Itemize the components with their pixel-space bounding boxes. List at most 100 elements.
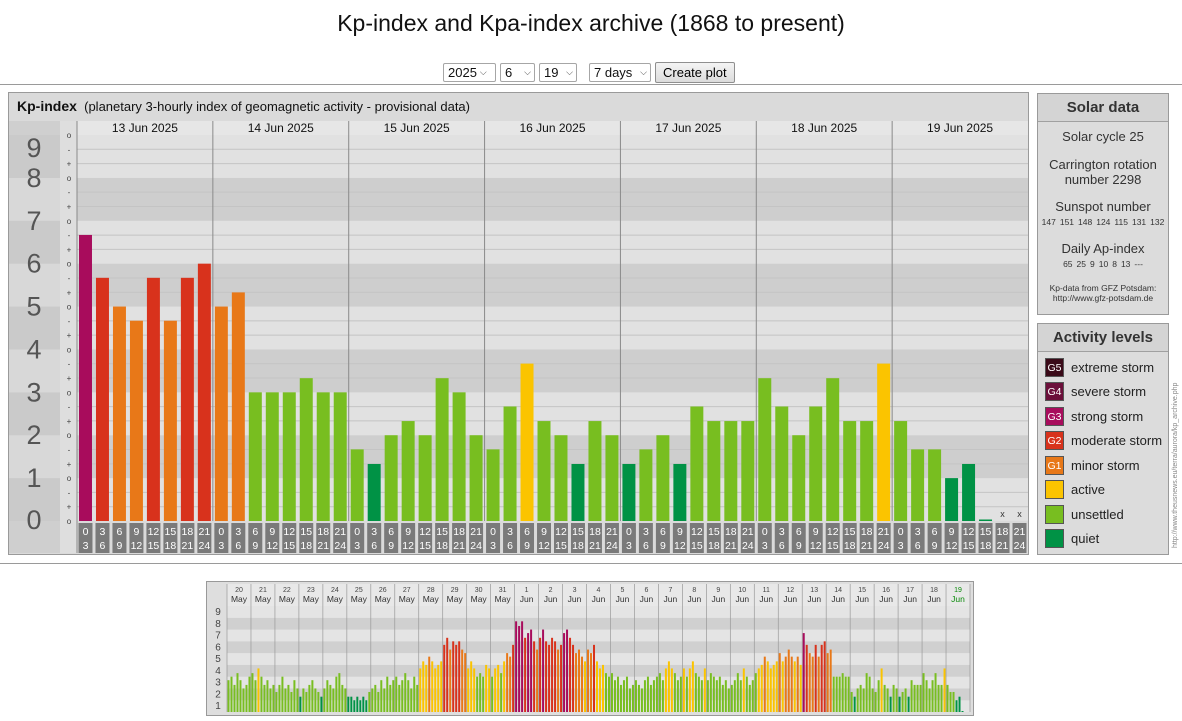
y-minor-label: -: [68, 317, 71, 326]
panel-subtitle: (planetary 3-hourly index of geomagnetic…: [84, 99, 470, 114]
time-cell: [927, 523, 942, 553]
mini-kp-bar: [455, 644, 458, 712]
legend-item: G1 minor storm: [1038, 453, 1168, 478]
y-minor-label: o: [67, 474, 72, 483]
mini-kp-bar: [757, 668, 760, 712]
day-label: 17 Jun 2025: [655, 121, 721, 135]
mini-kp-bar: [497, 664, 500, 712]
credit-link[interactable]: http://www.gfz-potsdam.de: [1052, 293, 1154, 303]
time-start-label: 21: [742, 526, 754, 538]
mini-kp-bar: [733, 680, 736, 712]
day-header-cell: [77, 121, 213, 135]
mini-kp-bar: [850, 691, 853, 712]
divider: [0, 84, 1182, 85]
mini-kp-bar: [883, 684, 886, 712]
time-start-label: 6: [117, 526, 123, 538]
mini-kp-bar: [563, 633, 566, 712]
legend-label: extreme storm: [1071, 359, 1155, 375]
time-cell: [587, 523, 602, 553]
time-end-label: 12: [266, 540, 278, 552]
time-cell: [435, 523, 450, 553]
y-minor-label: +: [67, 202, 72, 211]
create-plot-button[interactable]: Create plot: [655, 62, 735, 83]
mini-kp-bar: [506, 653, 509, 712]
mini-kp-bar: [332, 688, 335, 712]
time-start-label: 18: [861, 526, 873, 538]
ap-value: 65: [1063, 259, 1073, 269]
mini-day-number: 6: [644, 587, 648, 594]
time-cell: [367, 523, 382, 553]
time-end-label: 6: [371, 540, 377, 552]
time-cell: [655, 523, 670, 553]
mini-kp-bar: [667, 661, 670, 712]
time-start-label: 6: [932, 526, 938, 538]
time-end-label: 6: [235, 540, 241, 552]
mini-kp-bar: [596, 661, 598, 712]
mini-day-header: [682, 584, 707, 606]
time-end-label: 15: [827, 540, 839, 552]
legend-label: unsettled: [1071, 506, 1124, 522]
month-select[interactable]: 6 ⌵: [500, 63, 535, 82]
day-select[interactable]: 19 ⌵: [539, 63, 577, 82]
time-cell: [740, 523, 755, 553]
mini-kp-bar: [545, 641, 548, 712]
day-header-cell: [756, 121, 893, 135]
mini-kp-bar: [613, 680, 616, 712]
y-band-label: [9, 135, 60, 178]
y-minor-label: -: [68, 488, 71, 497]
time-end-label: 18: [708, 540, 720, 552]
time-cell: [78, 523, 93, 553]
kp-bar: [452, 392, 466, 521]
mini-kp-bar: [245, 684, 248, 712]
mini-day-header: [634, 584, 659, 606]
mini-kp-bar: [745, 676, 748, 712]
day-header-cell: [484, 121, 621, 135]
time-start-label: 12: [691, 526, 703, 538]
mini-kp-bar: [715, 680, 718, 712]
y-tick-label: 1: [26, 463, 41, 493]
mini-kp-bar: [673, 673, 676, 712]
legend-label: active: [1071, 482, 1105, 498]
ap-value: ---: [1134, 259, 1143, 269]
time-start-label: 15: [436, 526, 448, 538]
time-end-label: 18: [300, 540, 312, 552]
mini-month-label: Jun: [520, 594, 534, 604]
time-cell: [961, 523, 976, 553]
year-select[interactable]: 2025 ⌵: [443, 63, 496, 82]
mini-kp-bar: [440, 661, 443, 712]
time-end-label: 15: [555, 540, 567, 552]
mini-kp-bar: [919, 684, 922, 712]
time-cell: [910, 523, 925, 553]
time-end-label: 12: [538, 540, 550, 552]
mini-kp-bar: [593, 644, 596, 712]
mini-kp-bar: [377, 691, 380, 712]
time-start-label: 15: [708, 526, 720, 538]
mini-day-number: 1: [525, 587, 529, 594]
mini-kp-bar: [578, 649, 581, 712]
mini-kp-bar: [622, 680, 625, 712]
mini-kp-bar: [263, 684, 266, 712]
time-end-label: 18: [980, 540, 992, 552]
mini-day-header: [394, 584, 419, 606]
mini-month-label: May: [279, 594, 296, 604]
y-minor-label: o: [67, 517, 72, 526]
time-end-label: 15: [963, 540, 975, 552]
span-select[interactable]: 7 days ⌵: [589, 63, 651, 82]
activity-legend: G5 extreme storm G4 severe storm G3 strong st…: [1038, 352, 1168, 551]
time-cell: [570, 523, 585, 553]
mini-kp-bar: [260, 676, 263, 712]
mini-kp-bar: [293, 680, 296, 712]
mini-kp-bar: [946, 684, 949, 712]
mini-kp-bar: [413, 676, 416, 712]
mini-kp-bar: [269, 688, 272, 712]
y-minor-label: +: [67, 331, 72, 340]
y-minor-label: o: [67, 217, 72, 226]
mini-kp-bar: [724, 680, 727, 712]
mini-day-number: 11: [763, 587, 770, 594]
legend-item: active: [1038, 478, 1168, 503]
mini-kp-bar: [955, 700, 958, 712]
chevron-down-icon: ⌵: [524, 67, 531, 77]
mini-day-number: 8: [692, 587, 696, 594]
mini-kp-bar: [230, 676, 233, 712]
mini-day-number: 5: [621, 587, 625, 594]
